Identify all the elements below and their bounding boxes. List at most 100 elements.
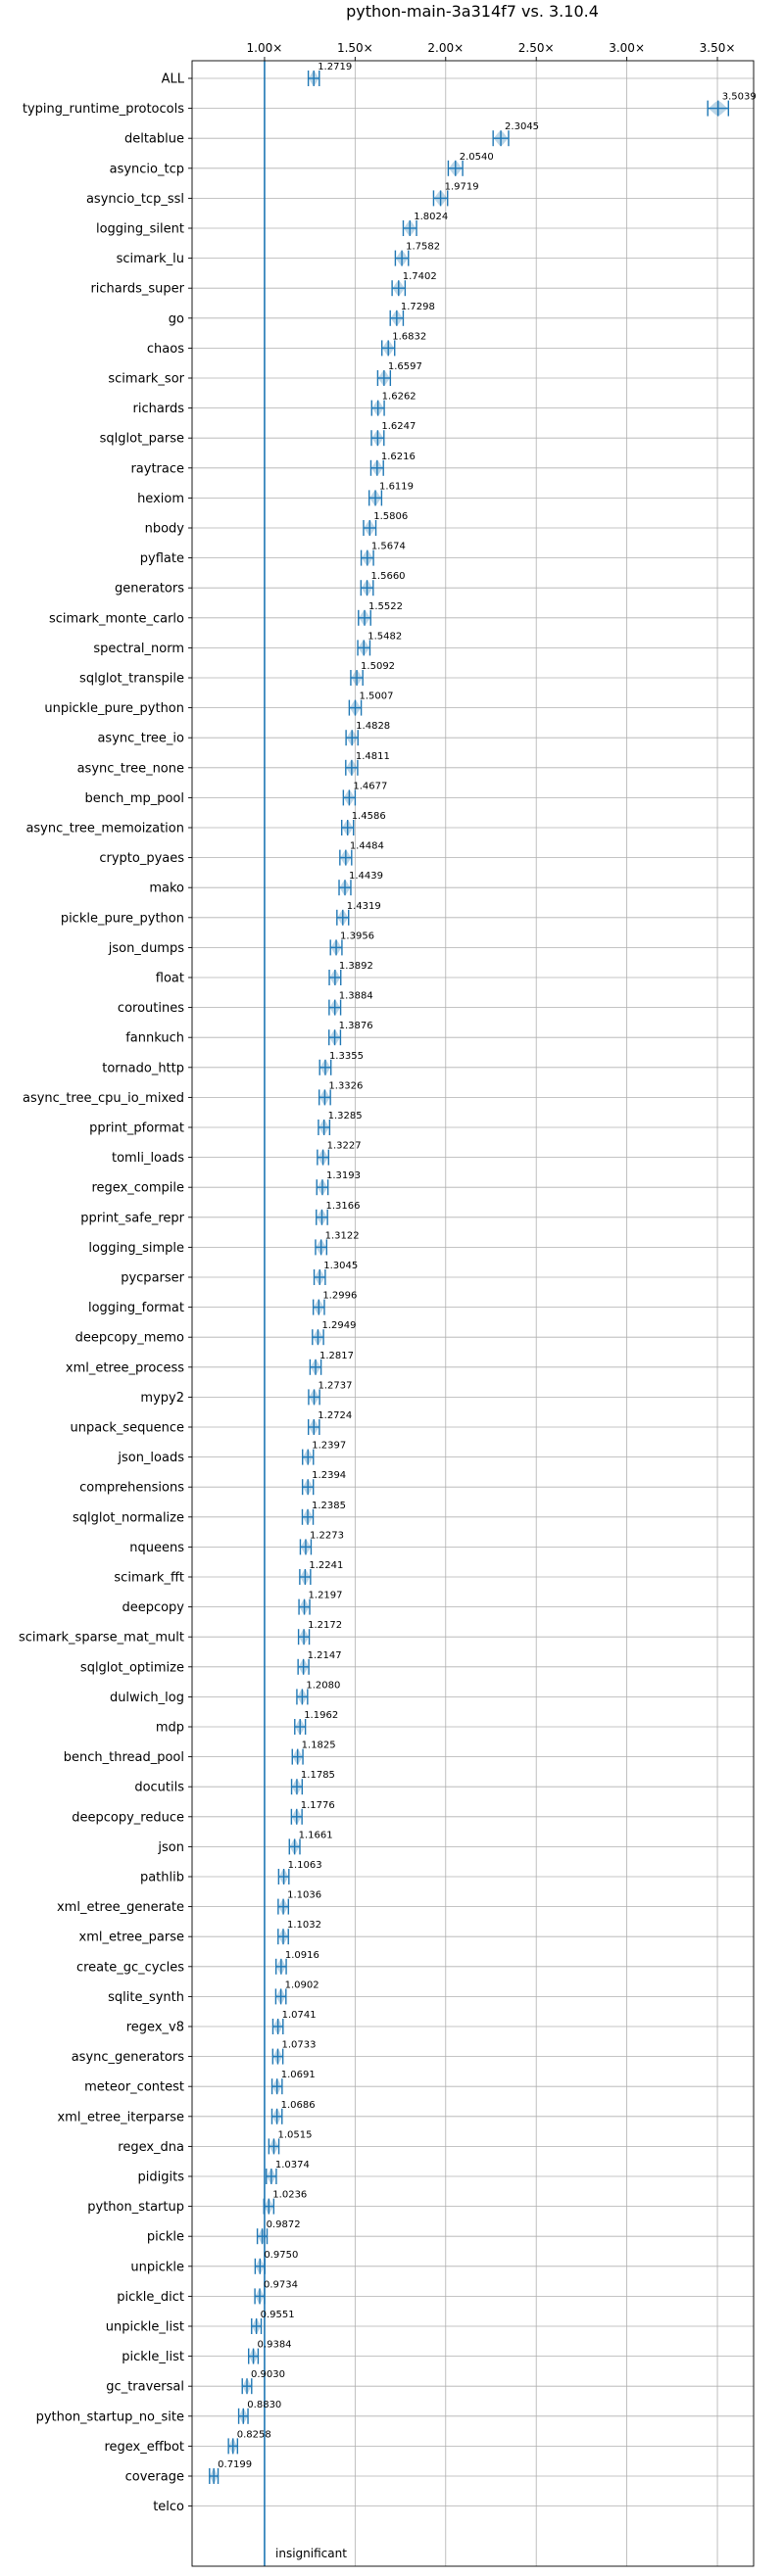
benchmark-name: python_startup xyxy=(87,2200,184,2215)
value-label: 1.2241 xyxy=(309,1560,343,1571)
value-label: 1.5674 xyxy=(371,542,406,552)
value-label: 0.9551 xyxy=(261,2310,295,2320)
value-label: 0.9030 xyxy=(251,2369,285,2380)
value-label: 1.9719 xyxy=(445,181,479,192)
benchmark-name: telco xyxy=(153,2500,184,2514)
value-label: 0.9750 xyxy=(264,2250,298,2261)
value-label: 2.0540 xyxy=(460,152,494,163)
value-label: 1.2147 xyxy=(308,1650,342,1661)
value-label: 0.9384 xyxy=(258,2340,292,2351)
benchmark-name: scimark_lu xyxy=(117,252,184,266)
benchmark-name: generators xyxy=(115,582,184,596)
benchmark-name: scimark_sor xyxy=(108,372,184,387)
x-tick-label: 2.00× xyxy=(427,41,464,55)
x-tick-label: 1.00× xyxy=(247,41,283,55)
benchmark-name: float xyxy=(156,972,184,986)
benchmark-name: sqlglot_transpile xyxy=(79,672,184,687)
benchmark-name: sqlglot_normalize xyxy=(73,1510,184,1525)
value-label: 1.6262 xyxy=(382,392,416,403)
benchmark-name: coroutines xyxy=(118,1001,184,1016)
value-label: 0.9872 xyxy=(267,2219,301,2230)
benchmark-name: sqlite_synth xyxy=(108,1990,184,2005)
value-label: 1.2385 xyxy=(312,1501,346,1511)
value-label: 1.7582 xyxy=(406,242,440,253)
value-label: 1.0686 xyxy=(281,2100,316,2111)
x-tick-label: 1.50× xyxy=(337,41,373,55)
value-label: 1.2080 xyxy=(306,1680,340,1691)
benchmark-name: unpickle_pure_python xyxy=(44,701,184,716)
value-label: 1.2397 xyxy=(312,1441,346,1452)
benchmark-name: richards xyxy=(133,402,185,416)
benchmark-name: spectral_norm xyxy=(93,642,184,656)
value-label: 0.9734 xyxy=(264,2279,298,2290)
value-label: 1.5092 xyxy=(361,661,395,672)
benchmark-name: pathlib xyxy=(140,1871,184,1885)
benchmark-name: unpickle xyxy=(130,2260,184,2274)
benchmark-name: pyflate xyxy=(140,551,184,566)
benchmark-name: pickle_dict xyxy=(117,2290,184,2305)
benchmark-name: tornado_http xyxy=(102,1061,184,1075)
value-label: 1.5007 xyxy=(359,692,393,702)
benchmark-name: bench_mp_pool xyxy=(84,791,184,806)
benchmark-name: python_startup_no_site xyxy=(36,2409,184,2424)
value-label: 0.8830 xyxy=(247,2400,281,2410)
value-label: 1.2197 xyxy=(309,1591,343,1601)
benchmark-name: async_generators xyxy=(72,2050,185,2065)
value-label: 1.2273 xyxy=(310,1530,344,1541)
value-label: 1.2719 xyxy=(318,62,352,72)
value-label: 1.2996 xyxy=(322,1291,357,1302)
value-label: 1.0515 xyxy=(277,2129,312,2140)
value-label: 0.7199 xyxy=(218,2459,252,2470)
benchmark-name: regex_v8 xyxy=(126,2021,184,2035)
benchmark-name: nqueens xyxy=(129,1541,184,1555)
value-label: 1.1661 xyxy=(299,1830,333,1840)
value-label: 1.4586 xyxy=(352,811,386,822)
value-label: 1.4484 xyxy=(350,841,384,852)
value-label: 0.8258 xyxy=(237,2429,271,2440)
benchmark-name: hexiom xyxy=(137,492,184,506)
value-label: 1.1825 xyxy=(302,1741,336,1751)
benchmark-name: scimark_sparse_mat_mult xyxy=(19,1631,184,1646)
benchmark-name: xml_etree_process xyxy=(66,1360,184,1375)
value-label: 1.5660 xyxy=(371,571,406,582)
value-label: 2.3045 xyxy=(505,121,539,132)
grid-layer xyxy=(188,57,754,2566)
benchmark-name: logging_simple xyxy=(88,1241,184,1256)
value-label: 1.0374 xyxy=(275,2160,310,2171)
benchmark-name: deltablue xyxy=(124,132,184,147)
value-label: 1.5806 xyxy=(373,511,408,522)
value-label: 1.4828 xyxy=(356,721,390,732)
x-tick-label: 3.50× xyxy=(700,41,736,55)
benchmark-name: sqlglot_optimize xyxy=(80,1660,184,1675)
benchmark-name: pprint_safe_repr xyxy=(80,1211,184,1225)
value-label: 1.0733 xyxy=(281,2040,316,2051)
value-label: 1.2817 xyxy=(319,1351,354,1361)
value-label: 1.8024 xyxy=(414,212,448,222)
value-label: 1.5522 xyxy=(368,601,403,612)
value-label: 1.0236 xyxy=(272,2190,307,2201)
value-label: 1.0691 xyxy=(281,2070,316,2080)
benchmark-name: regex_effbot xyxy=(104,2440,184,2455)
value-label: 1.3227 xyxy=(327,1141,362,1152)
value-label: 1.1063 xyxy=(288,1860,322,1871)
benchmark-name: asyncio_tcp_ssl xyxy=(86,192,184,207)
benchmark-name: mypy2 xyxy=(140,1391,184,1406)
value-label: 1.1032 xyxy=(287,1920,321,1931)
benchmark-name: scimark_fft xyxy=(114,1571,184,1586)
value-label: 1.6247 xyxy=(381,421,416,432)
value-label: 1.3122 xyxy=(325,1230,360,1241)
benchmark-name: bench_thread_pool xyxy=(64,1750,184,1765)
benchmark-name: dulwich_log xyxy=(110,1691,184,1705)
value-label: 1.3892 xyxy=(339,961,373,972)
value-label: 1.0741 xyxy=(282,2010,317,2021)
benchmark-name: regex_compile xyxy=(91,1181,184,1196)
value-label: 1.6119 xyxy=(379,481,414,492)
benchmark-name: tomli_loads xyxy=(112,1151,184,1166)
value-label: 1.2737 xyxy=(318,1380,353,1391)
benchmark-name: logging_format xyxy=(88,1301,184,1315)
benchmark-name: mako xyxy=(149,882,184,896)
benchmark-name: crypto_pyaes xyxy=(99,851,184,866)
benchmark-name: pickle_pure_python xyxy=(61,911,184,926)
value-label: 1.3193 xyxy=(326,1170,361,1181)
benchmark-name: meteor_contest xyxy=(84,2080,184,2095)
